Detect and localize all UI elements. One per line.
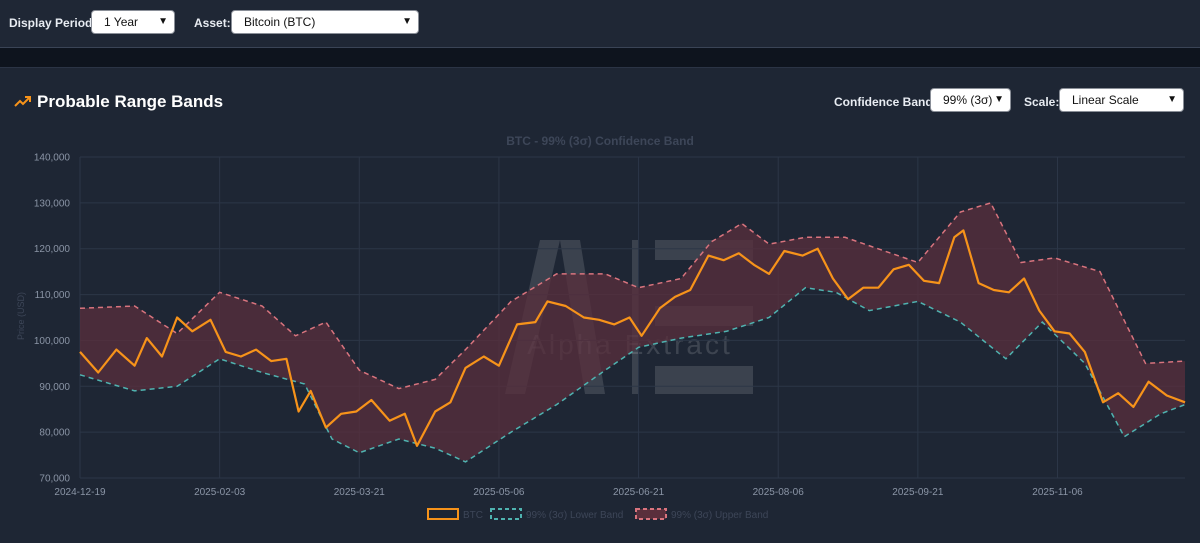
trending-up-icon — [14, 96, 31, 107]
chevron-down-icon: ▼ — [994, 94, 1004, 105]
btc-price-line — [79, 229, 1186, 447]
y-axis-ticks: 70,000 80,000 90,000 100,000 110,000 120,000 1… — [34, 153, 71, 485]
y-tick-label: 70,000 — [39, 474, 70, 485]
display-period-value: 1 Year — [104, 15, 139, 29]
legend-swatch — [427, 508, 459, 520]
asset-label: Asset: — [194, 16, 231, 30]
confidence-band-fill — [80, 202, 1185, 462]
x-tick-label: 2025-03-21 — [334, 487, 386, 498]
top-toolbar — [0, 0, 1200, 48]
chevron-down-icon: ▼ — [1167, 94, 1177, 105]
x-tick-label: 2025-08-06 — [753, 487, 805, 498]
legend-item[interactable]: BTC — [427, 508, 483, 521]
legend-label: BTC — [463, 510, 483, 521]
panel-title: Probable Range Bands — [37, 92, 224, 111]
legend-item[interactable]: 99% (3σ) Upper Band — [635, 508, 768, 521]
chevron-down-icon: ▼ — [158, 16, 168, 27]
scale-label: Scale: — [1024, 95, 1060, 109]
scale-value: Linear Scale — [1072, 93, 1139, 107]
lower-band-line — [79, 286, 1186, 463]
y-axis-label: Price (USD) — [16, 292, 26, 340]
upper-band-line — [79, 202, 1186, 390]
x-axis-ticks: 2024-12-19 2025-02-03 2025-03-21 2025-05-06… — [54, 487, 1083, 498]
chevron-down-icon: ▼ — [402, 16, 412, 27]
y-tick-label: 100,000 — [34, 336, 71, 347]
legend-label: 99% (3σ) Lower Band — [526, 510, 623, 521]
divider-strip — [0, 48, 1200, 68]
confidence-band-label: Confidence Band: — [834, 95, 937, 109]
asset-value: Bitcoin (BTC) — [244, 15, 316, 29]
range-bands-chart: Alpha Extract BTC - 99% (3σ) Confidence … — [16, 134, 1186, 521]
x-tick-label: 2025-05-06 — [473, 487, 525, 498]
asset-select[interactable]: Bitcoin (BTC) ▼ — [231, 10, 419, 34]
y-tick-label: 120,000 — [34, 244, 71, 255]
y-tick-label: 80,000 — [39, 428, 70, 439]
x-tick-label: 2025-02-03 — [194, 487, 246, 498]
chart-title: BTC - 99% (3σ) Confidence Band — [506, 134, 694, 148]
legend-label: 99% (3σ) Upper Band — [671, 510, 768, 521]
y-tick-label: 90,000 — [39, 382, 70, 393]
confidence-band-select[interactable]: 99% (3σ) ▼ — [930, 88, 1011, 112]
x-tick-label: 2024-12-19 — [54, 487, 106, 498]
confidence-band-value: 99% (3σ) — [943, 93, 993, 107]
display-period-select[interactable]: 1 Year ▼ — [91, 10, 175, 34]
scale-select[interactable]: Linear Scale ▼ — [1059, 88, 1184, 112]
y-tick-label: 130,000 — [34, 198, 71, 209]
legend-item[interactable]: 99% (3σ) Lower Band — [490, 508, 623, 521]
x-tick-label: 2025-11-06 — [1032, 487, 1083, 498]
legend[interactable]: BTC 99% (3σ) Lower Band 99% (3σ) Upper Ban… — [427, 508, 768, 521]
y-tick-label: 110,000 — [35, 290, 71, 301]
y-tick-label: 140,000 — [34, 153, 71, 164]
x-tick-label: 2025-06-21 — [613, 487, 665, 498]
legend-swatch — [490, 508, 522, 520]
legend-swatch — [635, 508, 667, 520]
x-tick-label: 2025-09-21 — [892, 487, 944, 498]
display-period-label: Display Period: — [9, 16, 97, 30]
